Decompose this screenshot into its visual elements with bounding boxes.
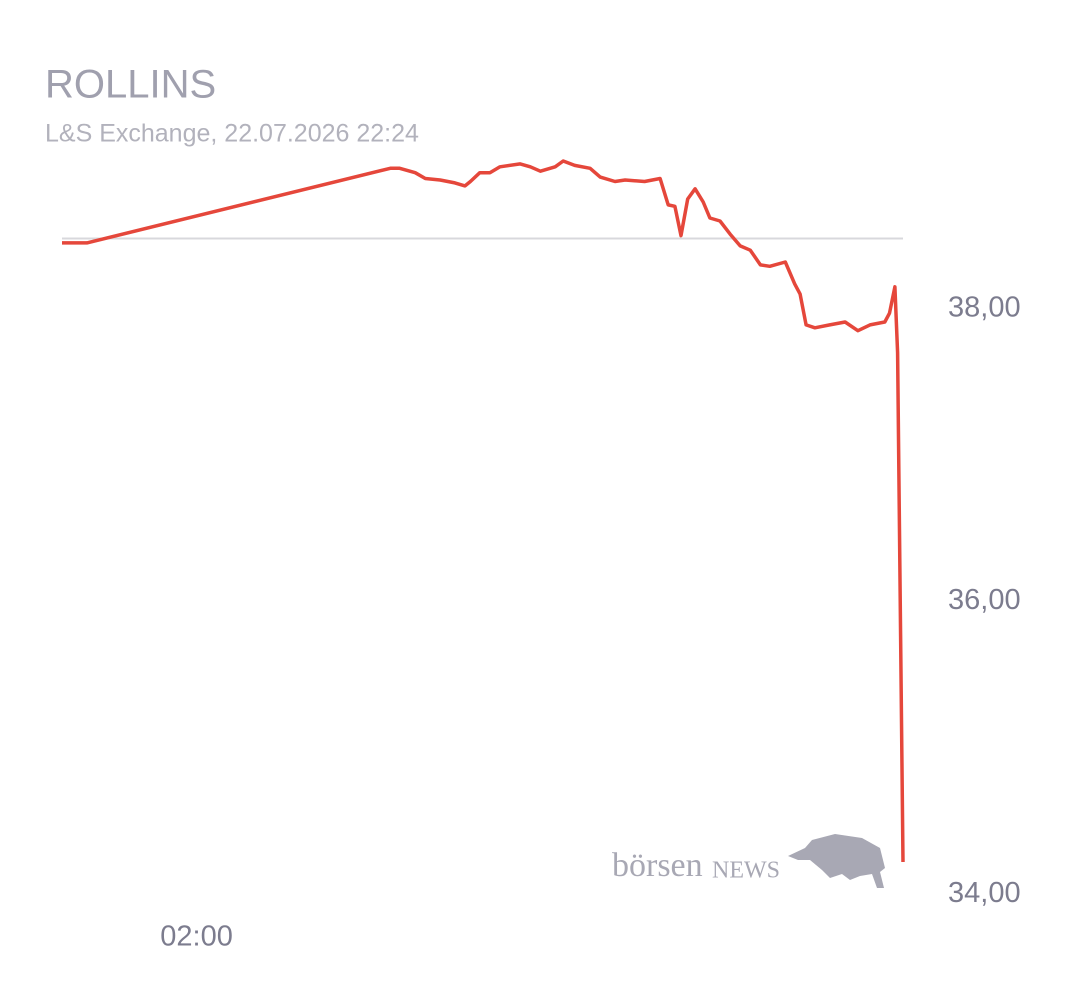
watermark-suffix: NEWS xyxy=(712,858,780,884)
watermark-prefix: börsen xyxy=(612,847,703,884)
x-tick-label: 02:00 xyxy=(160,921,233,953)
y-tick-label: 38,00 xyxy=(948,291,1021,323)
y-tick-label: 36,00 xyxy=(948,584,1021,616)
y-tick-label: 34,00 xyxy=(948,877,1021,909)
watermark: börsen NEWS xyxy=(612,834,885,888)
bull-icon xyxy=(788,834,885,888)
chart-title: ROLLINS xyxy=(45,63,216,107)
chart-subtitle: L&S Exchange, 22.07.2026 22:24 xyxy=(45,120,419,148)
price-line xyxy=(62,159,905,863)
